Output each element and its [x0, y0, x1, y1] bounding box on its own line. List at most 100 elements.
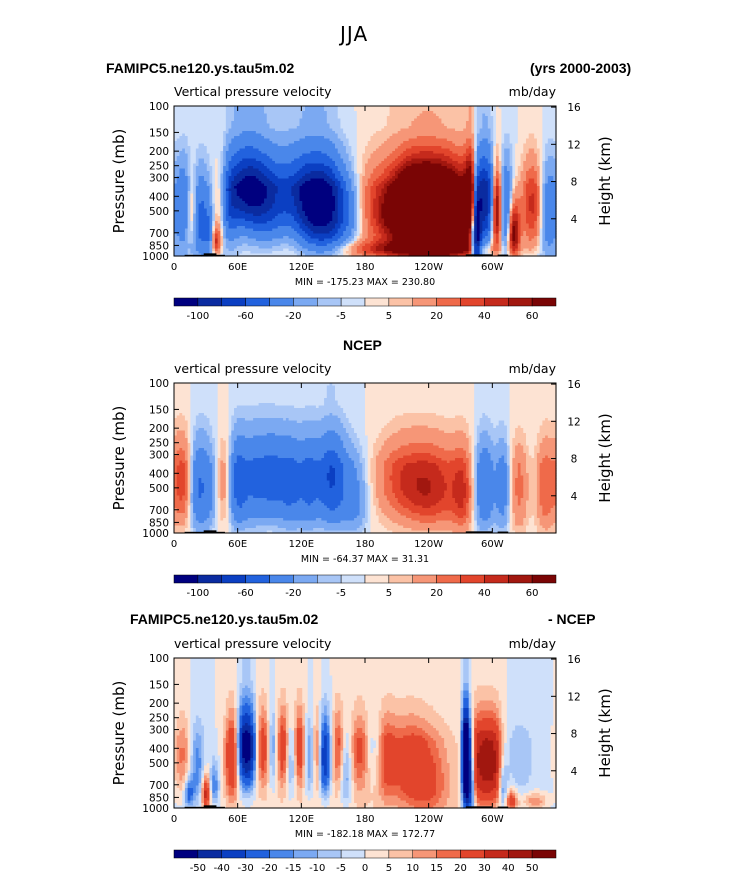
- field-cell: [515, 163, 522, 167]
- field-cell: [479, 173, 489, 177]
- field-cell: [471, 525, 475, 529]
- field-cell: [384, 465, 393, 469]
- field-cell: [474, 133, 478, 137]
- field-cell: [365, 408, 475, 412]
- field-cell: [509, 153, 513, 157]
- field-cell: [405, 156, 451, 160]
- field-cell: [536, 525, 543, 529]
- field-cell: [536, 143, 543, 147]
- field-cell: [198, 163, 208, 167]
- field-cell: [217, 455, 221, 459]
- field-cell: [231, 510, 361, 514]
- field-cell: [174, 385, 191, 389]
- field-cell: [365, 203, 372, 207]
- field-cell: [332, 178, 339, 182]
- field-cell: [506, 223, 511, 227]
- field-cell: [463, 515, 470, 519]
- field-cell: [512, 515, 516, 519]
- field-cell: [228, 523, 232, 527]
- field-cell: [370, 193, 377, 197]
- field-cell: [343, 445, 355, 449]
- field-cell: [520, 246, 535, 250]
- field-cell: [174, 660, 191, 664]
- field-cell: [446, 460, 451, 464]
- field-cell: [375, 463, 385, 467]
- field-cell: [370, 503, 374, 507]
- field-cell: [528, 445, 535, 449]
- field-cell: [498, 148, 503, 152]
- field-cell: [359, 438, 369, 442]
- field-cell: [495, 191, 500, 195]
- field-cell: [506, 216, 511, 220]
- field-cell: [223, 198, 227, 202]
- field-cell: [193, 198, 197, 202]
- field-cell: [187, 455, 191, 459]
- field-cell: [528, 238, 533, 242]
- field-cell: [463, 675, 470, 679]
- field-cell: [217, 158, 221, 162]
- field-cell: [234, 470, 331, 474]
- field-cell: [345, 163, 352, 167]
- field-cell: [512, 505, 527, 509]
- field-cell: [212, 231, 216, 235]
- field-cell: [501, 228, 505, 232]
- field-cell: [351, 183, 355, 187]
- field-cell: [174, 410, 191, 414]
- field-cell: [359, 218, 363, 222]
- field-cell: [512, 221, 519, 225]
- field-cell: [294, 218, 303, 222]
- field-cell: [220, 246, 224, 250]
- field-cell: [354, 171, 358, 175]
- field-cell: [299, 233, 309, 237]
- field-cell: [495, 176, 500, 180]
- field-cell: [476, 138, 483, 142]
- field-cell: [345, 186, 352, 190]
- field-cell: [547, 138, 554, 142]
- field-cell: [236, 503, 243, 507]
- field-cell: [321, 151, 339, 155]
- field-cell: [359, 236, 363, 240]
- field-cell: [354, 233, 358, 237]
- field-cell: [269, 680, 276, 684]
- field-cell: [553, 670, 557, 674]
- field-cell: [397, 448, 445, 452]
- field-cell: [212, 493, 216, 497]
- field-cell: [217, 440, 221, 444]
- field-cell: [190, 483, 194, 487]
- field-cell: [326, 111, 339, 115]
- field-cell: [190, 176, 194, 180]
- field-cell: [536, 201, 541, 205]
- field-cell: [343, 176, 350, 180]
- field-cell: [525, 206, 530, 210]
- field-cell: [313, 528, 325, 532]
- field-cell: [348, 223, 355, 227]
- field-cell: [354, 203, 358, 207]
- field-cell: [512, 445, 516, 449]
- field-cell: [493, 423, 500, 427]
- field-cell: [384, 186, 388, 190]
- colorbar-swatch: [317, 297, 342, 307]
- field-cell: [375, 221, 380, 225]
- field-cell: [250, 690, 254, 694]
- field-cell: [212, 211, 216, 215]
- field-cell: [495, 163, 500, 167]
- field-cell: [370, 510, 377, 514]
- field-cell: [214, 510, 219, 514]
- field-cell: [174, 148, 183, 152]
- field-cell: [343, 490, 361, 494]
- field-cell: [482, 246, 486, 250]
- field-cell: [274, 660, 309, 664]
- field-cell: [209, 423, 219, 427]
- field-cell: [340, 223, 350, 227]
- field-cell: [512, 246, 519, 250]
- field-cell: [228, 213, 254, 217]
- field-cell: [463, 688, 470, 692]
- y-tick-label-right: 8: [571, 177, 578, 189]
- field-cell: [517, 498, 522, 502]
- field-cell: [509, 460, 513, 464]
- field-cell: [476, 186, 489, 190]
- field-cell: [512, 453, 516, 457]
- field-cell: [209, 196, 213, 200]
- field-cell: [512, 510, 527, 514]
- field-cell: [193, 166, 197, 170]
